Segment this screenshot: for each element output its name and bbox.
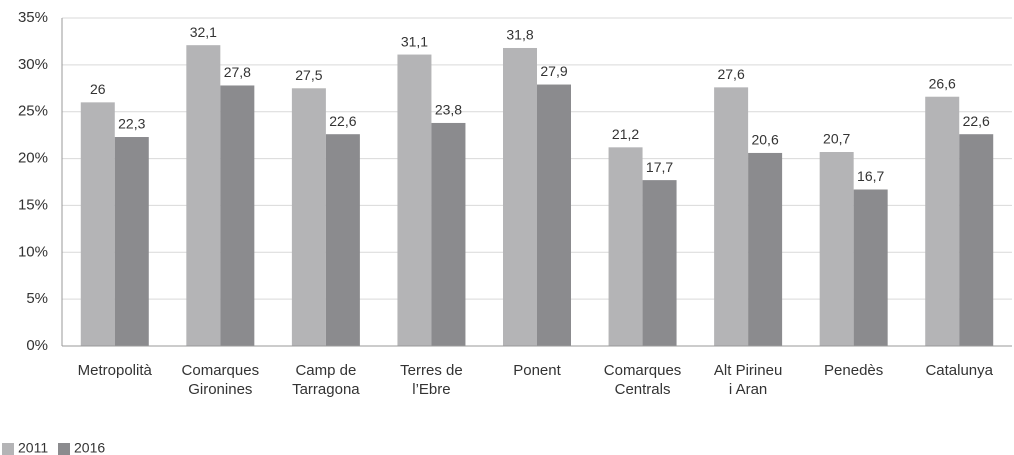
bar: [397, 54, 432, 346]
data-label: 26,6: [929, 75, 956, 91]
bar: [819, 152, 854, 346]
y-tick-label: 10%: [18, 243, 48, 260]
bar: [114, 137, 149, 346]
legend-swatch: [58, 443, 70, 455]
bar: [748, 152, 783, 346]
y-tick-label: 25%: [18, 103, 48, 120]
bar: [959, 134, 994, 346]
bar: [925, 96, 960, 346]
data-label: 17,7: [646, 159, 673, 175]
bar: [186, 45, 221, 346]
x-tick-label: Terres de l’Ebre: [400, 362, 463, 398]
y-tick-label: 15%: [18, 196, 48, 213]
data-label: 16,7: [857, 168, 884, 184]
x-tick-label: Alt Pirineu i Aran: [713, 362, 783, 398]
bar: [853, 189, 888, 346]
y-tick-label: 5%: [26, 290, 48, 307]
x-tick-label: Comarques Gironines: [181, 362, 260, 398]
data-label: 22,6: [963, 113, 990, 129]
x-tick-label: Camp de Tarragona: [292, 362, 360, 398]
bar: [608, 147, 643, 346]
data-label: 22,6: [329, 113, 356, 129]
data-label: 26: [90, 81, 106, 97]
data-label: 22,3: [118, 116, 145, 132]
bar: [431, 122, 466, 347]
bar: [537, 84, 571, 346]
x-tick-label: Metropolità: [77, 362, 152, 379]
bar: [80, 102, 115, 346]
data-label: 21,2: [612, 126, 639, 142]
data-label: 31,8: [506, 27, 533, 43]
data-label: 27,5: [295, 67, 322, 83]
data-label: 32,1: [190, 24, 217, 40]
bar: [325, 134, 360, 346]
data-label: 20,6: [751, 132, 778, 148]
data-label: 23,8: [435, 102, 462, 118]
bar: [291, 88, 326, 347]
bar: [714, 87, 749, 346]
legend-label: 2016: [74, 440, 105, 455]
x-tick-label: Penedès: [824, 362, 884, 379]
legend-swatch: [2, 443, 14, 455]
data-label: 20,7: [823, 131, 850, 147]
bar: [642, 180, 677, 346]
y-tick-label: 0%: [26, 337, 48, 354]
data-label: 31,1: [401, 33, 428, 49]
x-tick-label: Ponent: [513, 362, 561, 379]
bar: [220, 85, 255, 346]
x-tick-label: Catalunya: [925, 362, 993, 379]
y-tick-label: 30%: [18, 56, 48, 73]
x-tick-label: Comarques Centrals: [603, 362, 682, 398]
y-tick-label: 35%: [18, 9, 48, 26]
y-tick-label: 20%: [18, 150, 48, 167]
data-label: 27,6: [717, 66, 744, 82]
data-label: 27,8: [224, 64, 251, 80]
legend-label: 2011: [18, 440, 48, 455]
bar: [503, 47, 537, 346]
data-label: 27,9: [540, 63, 567, 79]
